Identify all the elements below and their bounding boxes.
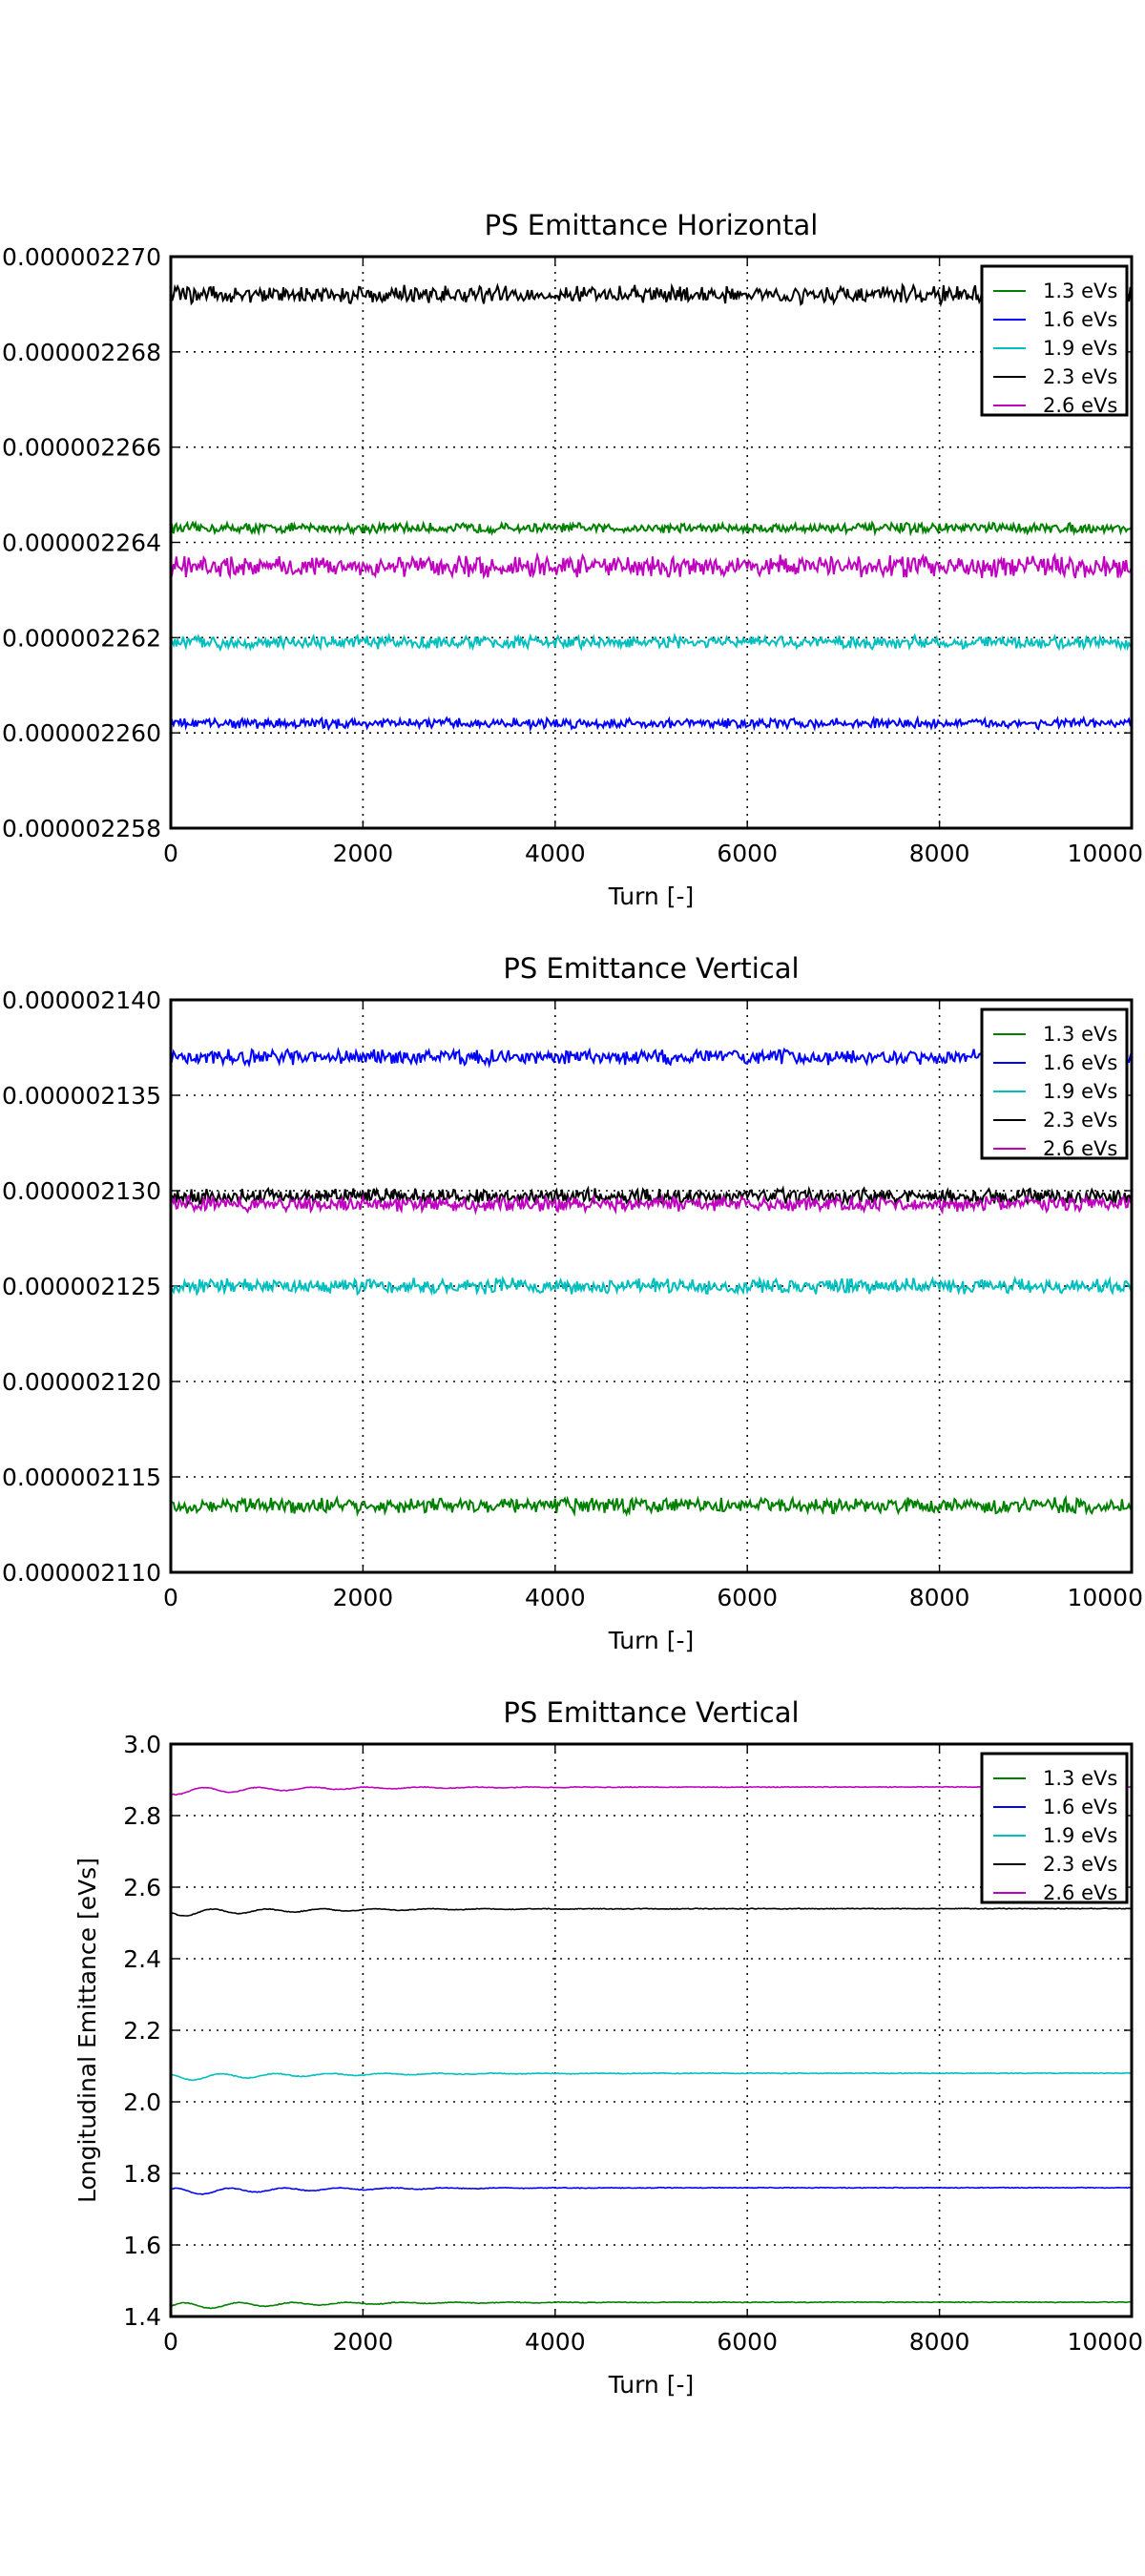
y-axis-label: Longitudinal Emittance [eVs] <box>73 1858 101 2203</box>
x-axis-label: Turn [-] <box>608 2371 694 2399</box>
y-tick-label: 0.000002258 <box>2 815 161 842</box>
series-line-1-3-eVs <box>171 2300 1132 2310</box>
legend-label: 2.3 eVs <box>1043 365 1117 388</box>
legend-label: 1.3 eVs <box>1043 1023 1117 1046</box>
x-tick-label: 8000 <box>909 840 970 867</box>
legend-label: 2.6 eVs <box>1043 394 1117 417</box>
y-tick-label: 3.0 <box>123 1731 161 1758</box>
x-tick-label: 4000 <box>525 840 586 867</box>
series-line-2-6-eVs <box>171 1785 1132 1797</box>
x-tick-label: 6000 <box>717 2328 778 2356</box>
series-line-1-6-eVs <box>171 715 1132 733</box>
y-tick-label: 0.000002264 <box>2 530 161 557</box>
y-tick-label: 0.000002266 <box>2 434 161 462</box>
legend-label: 1.6 eVs <box>1043 1051 1117 1074</box>
x-axis-label: Turn [-] <box>608 1627 694 1654</box>
chart-title: PS Emittance Vertical <box>503 1696 799 1729</box>
series-line-1-3-eVs <box>171 519 1132 537</box>
x-axis-label: Turn [-] <box>608 883 694 910</box>
y-tick-label: 1.4 <box>123 2303 161 2331</box>
legend-label: 1.9 eVs <box>1043 337 1117 360</box>
legend-label: 2.6 eVs <box>1043 1137 1117 1160</box>
y-tick-label: 0.000002120 <box>2 1368 161 1396</box>
series-line-2-3-eVs <box>171 1907 1132 1917</box>
chart-title: PS Emittance Vertical <box>503 952 799 985</box>
legend: 1.3 eVs 1.6 eVs 1.9 eVs 2.3 eVs 2.6 eVs <box>980 1008 1129 1160</box>
plot-frame <box>169 998 1134 1574</box>
series-line-1-9-eVs <box>171 1275 1132 1297</box>
chart-title: PS Emittance Horizontal <box>485 209 819 241</box>
y-tick-label: 2.4 <box>123 1945 161 1973</box>
y-tick-label: 1.8 <box>123 2160 161 2188</box>
series-line-2-6-eVs <box>171 1193 1132 1215</box>
x-tick-label: 10000 <box>1067 1584 1143 1611</box>
y-tick-label: 1.6 <box>123 2232 161 2259</box>
y-tick-label: 2.0 <box>123 2088 161 2116</box>
x-tick-label: 8000 <box>909 2328 970 2356</box>
x-tick-label: 2000 <box>333 840 394 867</box>
series-line-1-9-eVs <box>171 632 1132 653</box>
x-tick-label: 4000 <box>525 1584 586 1611</box>
x-tick-label: 2000 <box>333 2328 394 2356</box>
chart-panel-3: PS Emittance Vertical 1.4 1.6 1.8 2.0 2.2 2.4 2… <box>73 1696 1143 2399</box>
y-tick-label: 0.000002110 <box>2 1559 161 1587</box>
legend: 1.3 eVs 1.6 eVs 1.9 eVs 2.3 eVs 2.6 eVs <box>980 1752 1129 1904</box>
legend-label: 2.3 eVs <box>1043 1853 1117 1876</box>
y-tick-label: 0.000002125 <box>2 1273 161 1300</box>
plot-frame <box>169 255 1134 830</box>
x-tick-label: 0 <box>163 840 178 867</box>
y-tick-label: 0.000002135 <box>2 1082 161 1110</box>
legend-label: 2.6 eVs <box>1043 1881 1117 1904</box>
chart-panel-2: PS Emittance Vertical 0.000002110 0.000002… <box>2 952 1143 1654</box>
x-tick-label: 10000 <box>1067 840 1143 867</box>
y-tick-label: 0.000002140 <box>2 987 161 1014</box>
legend-label: 1.9 eVs <box>1043 1080 1117 1103</box>
series-line-1-6-eVs <box>171 2186 1132 2195</box>
y-tick-label: 0.000002260 <box>2 719 161 747</box>
series-line-1-9-eVs <box>171 2071 1132 2082</box>
x-tick-label: 0 <box>163 2328 178 2356</box>
series-line-1-3-eVs <box>171 1494 1132 1518</box>
y-tick-label: 0.000002130 <box>2 1177 161 1205</box>
y-tick-label: 0.000002115 <box>2 1464 161 1491</box>
legend-label: 1.3 eVs <box>1043 280 1117 302</box>
x-tick-label: 8000 <box>909 1584 970 1611</box>
y-tick-label: 2.2 <box>123 2017 161 2045</box>
x-tick-label: 0 <box>163 1584 178 1611</box>
y-tick-label: 0.000002262 <box>2 624 161 652</box>
y-tick-label: 0.000002268 <box>2 339 161 366</box>
legend-label: 2.3 eVs <box>1043 1109 1117 1132</box>
series-line-2-3-eVs <box>171 281 1132 308</box>
x-tick-label: 10000 <box>1067 2328 1143 2356</box>
y-tick-label: 2.6 <box>123 1874 161 1901</box>
y-tick-label: 2.8 <box>123 1802 161 1830</box>
plot-frame <box>169 1742 1134 2318</box>
legend-label: 1.9 eVs <box>1043 1824 1117 1847</box>
y-tick-label: 0.000002270 <box>2 243 161 271</box>
legend-label: 1.3 eVs <box>1043 1767 1117 1790</box>
chart-panel-1: PS Emittance Horizontal 0.000002258 0.0000… <box>2 209 1143 910</box>
legend: 1.3 eVs 1.6 eVs 1.9 eVs 2.3 eVs 2.6 eVs <box>980 264 1129 417</box>
series-line-2-6-eVs <box>171 551 1132 580</box>
x-tick-label: 6000 <box>717 840 778 867</box>
x-tick-label: 4000 <box>525 2328 586 2356</box>
legend-label: 1.6 eVs <box>1043 1796 1117 1818</box>
x-tick-label: 2000 <box>333 1584 394 1611</box>
legend-label: 1.6 eVs <box>1043 308 1117 331</box>
x-tick-label: 6000 <box>717 1584 778 1611</box>
series-line-1-6-eVs <box>171 1047 1132 1069</box>
